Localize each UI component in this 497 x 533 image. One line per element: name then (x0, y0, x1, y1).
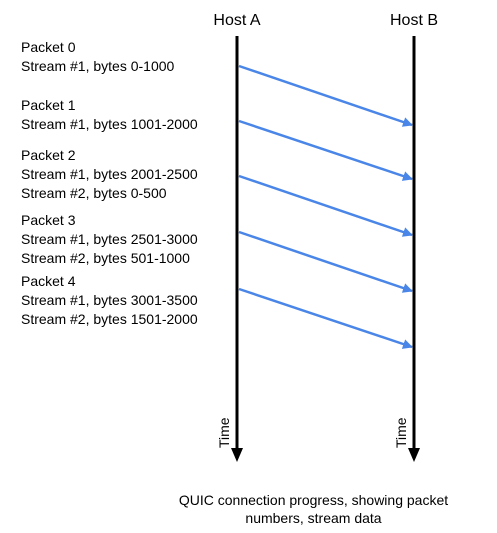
packet-3-stream-1: Stream #2, bytes 501-1000 (21, 250, 190, 266)
packet-4-stream-1: Stream #2, bytes 1501-2000 (21, 311, 198, 327)
packet-1-block: Packet 1 Stream #1, bytes 1001-2000 (21, 96, 198, 134)
packet-0-stream-0: Stream #1, bytes 0-1000 (21, 58, 175, 74)
packet-3-label: Packet 3 (21, 212, 76, 228)
packet-1-stream-0: Stream #1, bytes 1001-2000 (21, 116, 198, 132)
packet-3-arrow (238, 230, 413, 293)
packet-4-arrow (238, 287, 413, 349)
host-a-timeline-arrowhead (231, 448, 243, 462)
packet-0-label: Packet 0 (21, 39, 76, 55)
caption-line-1: QUIC connection progress, showing packet (178, 492, 449, 508)
host-b-label: Host B (389, 12, 439, 29)
packet-2-label: Packet 2 (21, 147, 76, 163)
host-b-time-label: Time (393, 417, 409, 448)
diagram-caption: QUIC connection progress, showing packet… (0, 491, 497, 527)
caption-line-2: numbers, stream data (245, 510, 382, 526)
packet-1-label: Packet 1 (21, 97, 76, 113)
packet-4-block: Packet 4 Stream #1, bytes 3001-3500 Stre… (21, 272, 198, 329)
host-a-time-label: Time (216, 417, 232, 448)
packet-2-block: Packet 2 Stream #1, bytes 2001-2500 Stre… (21, 146, 198, 203)
packet-2-stream-0: Stream #1, bytes 2001-2500 (21, 166, 198, 182)
packet-4-stream-0: Stream #1, bytes 3001-3500 (21, 292, 198, 308)
host-a-label: Host A (213, 12, 261, 29)
packet-3-block: Packet 3 Stream #1, bytes 2501-3000 Stre… (21, 211, 198, 268)
host-b-timeline-arrowhead (408, 448, 420, 462)
packet-1-arrow (238, 119, 413, 181)
packet-0-block: Packet 0 Stream #1, bytes 0-1000 (21, 38, 174, 76)
packet-4-label: Packet 4 (21, 273, 76, 289)
packet-2-arrow (238, 174, 413, 237)
packet-2-stream-1: Stream #2, bytes 0-500 (21, 185, 167, 201)
packet-0-arrow (238, 64, 413, 127)
packet-3-stream-0: Stream #1, bytes 2501-3000 (21, 231, 198, 247)
